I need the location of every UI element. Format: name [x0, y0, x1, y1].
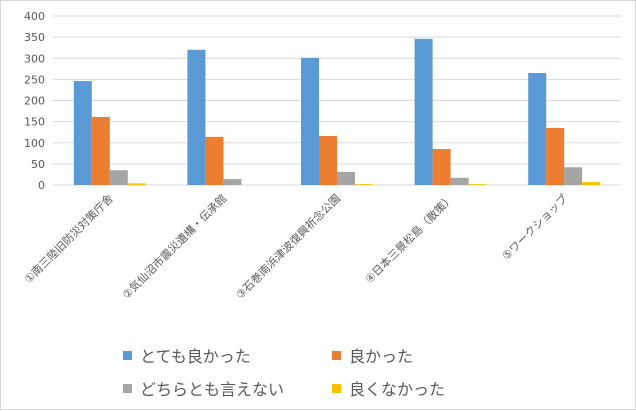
legend-item-good: 良かった — [332, 343, 413, 367]
y-tick-label: 400 — [24, 10, 45, 23]
legend-item-not-good: 良くなかった — [332, 376, 445, 400]
bar-series-0-category-2 — [301, 57, 319, 185]
legend-swatch — [332, 350, 341, 360]
legend-label: 良かった — [349, 347, 414, 366]
bar-series-0-category-4 — [528, 73, 547, 185]
bars — [73, 38, 601, 185]
bar-series-1-category-3 — [432, 149, 451, 185]
y-tick-label: 50 — [31, 158, 45, 171]
bar-series-3-category-3 — [468, 184, 487, 185]
legend-item-very-good: とても良かった — [123, 343, 251, 367]
bar-series-1-category-0 — [91, 116, 110, 185]
x-category-label: ②気仙沼市震災遺構・伝承館 — [119, 191, 229, 301]
y-tick-label: 300 — [24, 52, 45, 65]
legend-swatch — [332, 383, 341, 393]
bar-series-2-category-1 — [223, 179, 242, 185]
legend-label: どちらとも言えない — [140, 380, 285, 399]
legend-swatch — [123, 350, 132, 360]
legend-label: 良くなかった — [349, 380, 446, 399]
y-tick-label: 350 — [24, 31, 45, 44]
bar-series-0-category-1 — [187, 49, 206, 185]
legend-item-neutral: どちらとも言えない — [123, 376, 284, 400]
x-category-label: ③石巻南浜津波復興祈念公園 — [233, 191, 343, 301]
y-tick-label: 150 — [24, 116, 45, 129]
bar-series-2-category-2 — [337, 171, 355, 185]
gridlines — [53, 15, 621, 186]
bar-series-2-category-0 — [109, 170, 128, 185]
bar-series-3-category-4 — [582, 182, 601, 185]
y-tick-label: 100 — [24, 137, 45, 150]
bar-series-0-category-0 — [73, 81, 92, 185]
bar-series-1-category-2 — [319, 135, 337, 185]
x-axis-labels: ①南三陸旧防災対策庁舎 ②気仙沼市震災遺構・伝承館 ③石巻南浜津波復興祈念公園 ④日本… — [21, 191, 570, 301]
bar-series-1-category-4 — [546, 127, 565, 185]
y-tick-label: 250 — [24, 73, 45, 86]
legend-swatch — [123, 383, 132, 393]
bar-series-2-category-4 — [564, 167, 583, 185]
legend-label: とても良かった — [140, 347, 251, 366]
x-category-label: ①南三陸旧防災対策庁舎 — [21, 191, 116, 286]
bar-series-3-category-0 — [127, 183, 146, 185]
y-axis-ticks: 0 50 100 150 200 250 300 350 400 — [24, 10, 45, 192]
x-category-label: ④日本三景松島（散策） — [362, 191, 457, 286]
bar-series-0-category-3 — [414, 38, 433, 185]
y-tick-label: 0 — [38, 179, 45, 192]
bar-series-3-category-2 — [355, 184, 373, 185]
bar-series-1-category-1 — [205, 136, 224, 185]
bar-series-2-category-3 — [450, 177, 469, 185]
x-category-label: ⑤ワークショップ — [500, 192, 571, 263]
y-tick-label: 200 — [24, 95, 45, 108]
